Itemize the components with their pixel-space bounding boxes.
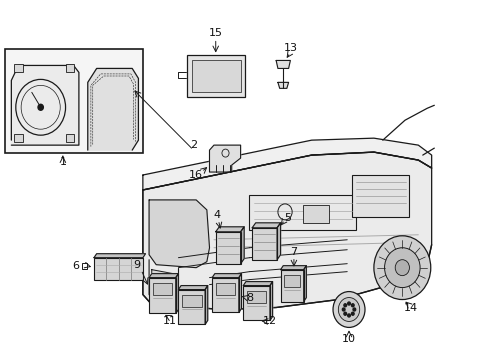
Text: 15: 15 (208, 28, 222, 37)
Bar (152, 283, 172, 294)
Bar (14, 134, 23, 142)
Bar (215, 232, 240, 264)
Bar (302, 205, 329, 223)
Polygon shape (178, 285, 207, 289)
Polygon shape (142, 152, 431, 310)
Bar (187, 55, 244, 97)
Text: 7: 7 (290, 247, 297, 257)
Circle shape (343, 304, 346, 307)
Text: 4: 4 (213, 210, 220, 220)
Text: 12: 12 (263, 316, 276, 327)
Text: 2: 2 (189, 140, 197, 150)
Polygon shape (252, 223, 280, 228)
Polygon shape (175, 274, 178, 314)
Polygon shape (204, 285, 207, 324)
Polygon shape (240, 227, 244, 264)
Bar (212, 278, 238, 312)
Bar (149, 278, 175, 314)
Circle shape (351, 312, 353, 315)
Circle shape (338, 298, 359, 321)
Bar (280, 270, 303, 302)
Text: 11: 11 (162, 316, 176, 327)
Circle shape (347, 302, 349, 305)
Polygon shape (209, 145, 240, 172)
Polygon shape (149, 274, 178, 278)
Bar (178, 289, 204, 324)
Text: 5: 5 (284, 213, 291, 223)
Polygon shape (94, 254, 145, 258)
Circle shape (332, 292, 364, 328)
Circle shape (373, 236, 430, 300)
Text: 9: 9 (133, 260, 140, 270)
Polygon shape (243, 282, 272, 285)
Polygon shape (238, 274, 241, 312)
Polygon shape (269, 282, 272, 320)
Bar (284, 275, 300, 287)
Text: 8: 8 (245, 293, 252, 302)
Bar (252, 228, 277, 260)
Polygon shape (303, 266, 306, 302)
Polygon shape (277, 82, 288, 88)
Text: 1: 1 (59, 157, 66, 167)
Polygon shape (11, 66, 79, 145)
Polygon shape (215, 227, 244, 232)
Polygon shape (277, 223, 280, 260)
Circle shape (352, 308, 355, 311)
Text: 6: 6 (72, 261, 79, 271)
Bar (191, 60, 240, 92)
Circle shape (342, 308, 345, 311)
Text: 10: 10 (341, 334, 355, 345)
Bar (182, 294, 201, 306)
Polygon shape (149, 200, 209, 268)
Polygon shape (435, 243, 488, 248)
Text: 16: 16 (189, 170, 203, 180)
Bar (65, 134, 74, 142)
Polygon shape (276, 60, 290, 68)
Bar (94, 258, 142, 280)
Polygon shape (151, 270, 178, 294)
Bar (351, 175, 408, 217)
Bar (243, 285, 269, 320)
Polygon shape (212, 274, 241, 278)
Bar (249, 195, 355, 230)
Bar (65, 64, 74, 72)
Circle shape (343, 312, 346, 315)
Bar (215, 283, 235, 294)
Bar (435, 248, 488, 298)
Circle shape (394, 260, 408, 276)
Circle shape (384, 248, 419, 288)
Polygon shape (87, 68, 138, 150)
Polygon shape (142, 138, 431, 190)
Text: 14: 14 (403, 302, 417, 312)
Circle shape (347, 314, 349, 317)
Bar (5, 49, 142, 153)
Circle shape (38, 104, 43, 110)
Text: 13: 13 (284, 42, 298, 53)
Bar (81, 263, 87, 269)
Circle shape (351, 304, 353, 307)
Polygon shape (280, 266, 306, 270)
Bar (246, 291, 266, 302)
Bar (14, 64, 23, 72)
